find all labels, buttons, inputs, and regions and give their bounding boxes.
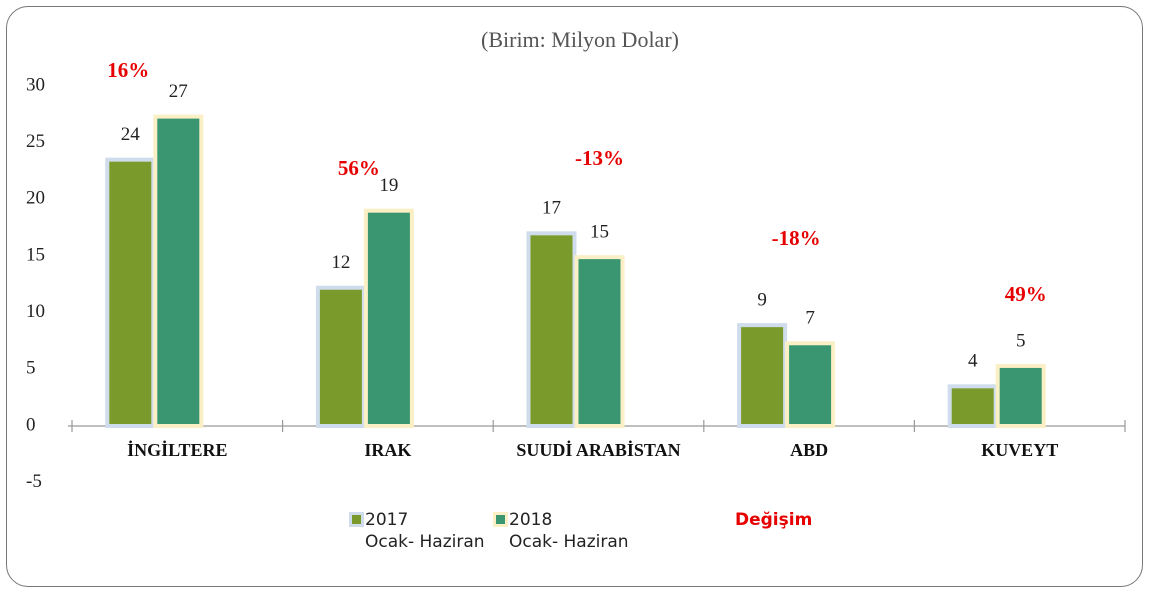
value-label: 19 <box>379 175 398 196</box>
bar <box>785 341 836 428</box>
change-label: -13% <box>575 146 624 170</box>
chart-frame <box>6 6 1143 587</box>
change-label: 49% <box>1005 282 1047 306</box>
change-label: -18% <box>772 226 821 250</box>
legend-item: 2018 Ocak- Haziran <box>493 509 629 553</box>
x-tick-label: SUUDİ ARABİSTAN <box>516 440 680 460</box>
value-label: 27 <box>169 81 188 102</box>
bar <box>315 285 366 428</box>
value-label: 9 <box>757 289 767 310</box>
change-label: 56% <box>338 156 380 180</box>
value-label: 7 <box>805 308 815 329</box>
legend-label: 2017 Ocak- Haziran <box>365 510 485 552</box>
legend-label: Değişim <box>735 510 813 530</box>
bar <box>995 363 1046 428</box>
y-tick-label: 25 <box>26 131 45 152</box>
y-tick-label: 5 <box>26 358 36 379</box>
legend-swatch <box>349 512 364 527</box>
x-tick-label: ABD <box>790 440 828 460</box>
legend-label: 2018 Ocak- Haziran <box>509 510 629 552</box>
value-label: 5 <box>1016 330 1026 351</box>
x-tick-label: IRAK <box>364 440 411 460</box>
legend-item: Değişim <box>735 509 812 531</box>
legend-swatch <box>493 512 508 527</box>
bar <box>526 231 577 428</box>
y-tick-label: 15 <box>26 244 45 265</box>
bar <box>574 255 625 428</box>
x-tick-label: KUVEYT <box>981 440 1058 460</box>
bar <box>153 114 204 428</box>
value-label: 17 <box>542 198 561 219</box>
y-tick-label: -5 <box>26 471 42 492</box>
value-label: 4 <box>968 351 978 372</box>
value-label: 24 <box>121 124 141 145</box>
bar <box>947 384 998 429</box>
bar <box>105 157 156 429</box>
chart-subtitle: (Birim: Milyon Dolar) <box>481 27 679 52</box>
x-tick-label: İNGİLTERE <box>127 440 227 460</box>
legend-item: 2017 Ocak- Haziran <box>349 509 485 553</box>
value-label: 12 <box>331 252 350 273</box>
y-tick-label: 20 <box>26 188 45 209</box>
bar <box>363 208 414 428</box>
y-tick-label: 0 <box>26 414 36 435</box>
y-tick-label: 30 <box>26 74 45 95</box>
y-tick-label: 10 <box>26 301 45 322</box>
change-label: 16% <box>107 58 149 82</box>
value-label: 15 <box>590 221 609 242</box>
bar <box>737 323 788 428</box>
